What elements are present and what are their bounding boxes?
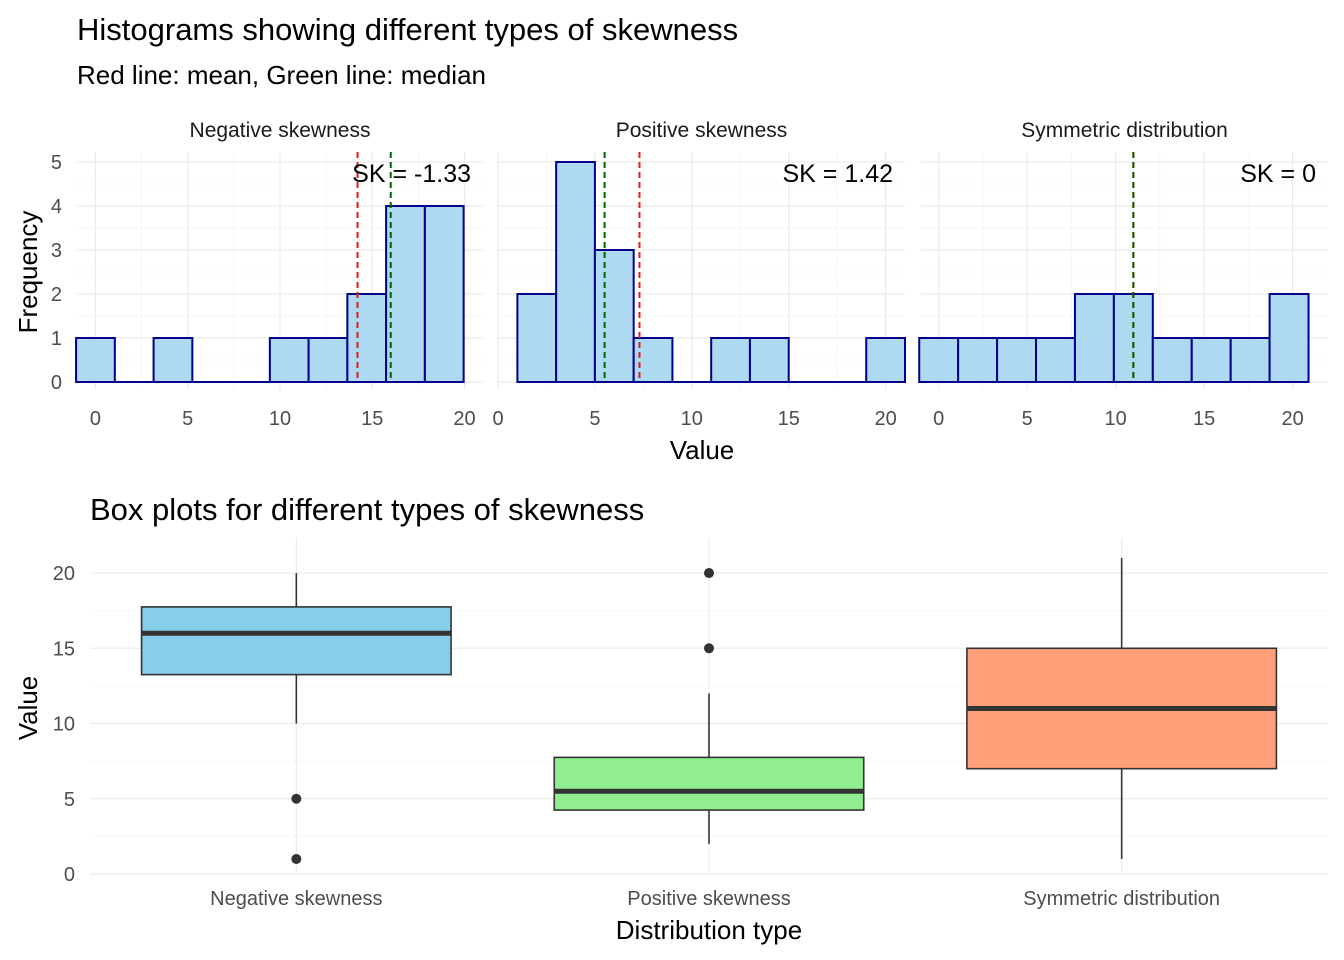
x-tick-label: 10 [681, 408, 703, 430]
outlier-point [704, 568, 714, 579]
x-tick-label: 5 [1022, 408, 1033, 430]
histogram-bar [957, 337, 999, 383]
figure-title: Histograms showing different types of sk… [77, 12, 738, 47]
y-tick-label: 0 [51, 372, 62, 394]
histogram-bar [593, 249, 635, 383]
y-axis-title: Value [13, 676, 43, 741]
boxplot-chart: 0 5 10 15 20 Negative skewness Positive skewne… [13, 538, 1328, 945]
y-tick-label: 15 [53, 638, 75, 660]
x-tick-label: 0 [492, 408, 503, 430]
histogram-bar [307, 337, 349, 383]
x-tick-label: 5 [589, 408, 600, 430]
histogram-bar [423, 205, 465, 383]
histogram-bar [710, 337, 751, 383]
outlier-point [704, 643, 714, 654]
histogram-bar [996, 337, 1038, 383]
x-tick-label: 5 [182, 408, 193, 430]
histogram-bar [346, 293, 388, 383]
histogram-bar [1190, 337, 1232, 383]
x-axis-title: Distribution type [616, 915, 802, 945]
x-tick-label: Symmetric distribution [1023, 888, 1220, 910]
histogram-bar [1229, 337, 1271, 383]
x-tick-label: 15 [1193, 408, 1215, 430]
x-tick-label: 0 [90, 408, 101, 430]
histogram-panel: Negative skewness SK = -1.33 0 5 10 15 20 0 1 2 3 4… [51, 119, 483, 430]
x-tick-label: 20 [874, 408, 896, 430]
x-tick-label: 0 [933, 408, 944, 430]
boxplot-box [140, 573, 452, 864]
x-axis-title: Value [670, 435, 735, 465]
histogram-bar [152, 337, 194, 383]
boxplot-box [966, 558, 1278, 859]
x-tick-label: 20 [453, 408, 475, 430]
x-tick-label: 15 [778, 408, 800, 430]
histogram-bar [1268, 293, 1310, 383]
iqr-box [553, 756, 865, 811]
x-tick-label: 15 [361, 408, 383, 430]
skewness-annotation: SK = 1.42 [783, 160, 894, 188]
y-tick-label: 4 [51, 196, 62, 218]
histogram-bar [1035, 337, 1076, 383]
histogram-bar [75, 337, 116, 383]
histogram-bar [918, 337, 960, 383]
x-tick-label: Negative skewness [210, 888, 382, 910]
skewness-annotation: SK = -1.33 [352, 160, 471, 188]
boxplot-box [553, 568, 865, 844]
histogram-bar [385, 205, 426, 383]
facet-strip-label: Negative skewness [190, 119, 371, 142]
y-tick-label: 20 [53, 563, 75, 585]
facet-strip-label: Symmetric distribution [1021, 119, 1228, 142]
y-tick-label: 0 [64, 864, 75, 886]
x-tick-label: 20 [1281, 408, 1303, 430]
x-tick-label: 10 [1105, 408, 1127, 430]
y-tick-label: 5 [51, 152, 62, 174]
histogram-facets: Negative skewness SK = -1.33 0 5 10 15 20 0 1 2 3 4… [13, 119, 1328, 465]
y-axis-title: Frequency [13, 211, 43, 334]
y-tick-label: 10 [53, 714, 75, 736]
histogram-panel: Positive skewness SK = 1.42 0 5 10 15 20 [492, 119, 907, 430]
facet-strip-label: Positive skewness [616, 119, 788, 142]
histogram-panel: Symmetric distribution SK = 0 0 5 10 15 20 [918, 119, 1328, 430]
histogram-bar [865, 337, 907, 383]
outlier-point [291, 853, 302, 864]
skewness-annotation: SK = 0 [1240, 160, 1316, 188]
outlier-point [291, 793, 302, 804]
histogram-bar [268, 337, 310, 383]
y-tick-label: 1 [51, 328, 62, 350]
figure-subtitle: Red line: mean, Green line: median [77, 60, 486, 90]
y-tick-label: 3 [51, 240, 62, 262]
x-tick-label: Positive skewness [627, 888, 790, 910]
y-tick-label: 5 [64, 789, 75, 811]
boxplot-title: Box plots for different types of skewnes… [90, 492, 644, 527]
histogram-bar [555, 161, 596, 383]
histogram-bar [516, 293, 558, 383]
histogram-bar [1073, 293, 1115, 383]
x-tick-label: 10 [269, 408, 291, 430]
histogram-bar [1151, 337, 1193, 383]
histogram-bar [748, 337, 790, 383]
y-tick-label: 2 [51, 284, 62, 306]
iqr-box [140, 606, 452, 676]
